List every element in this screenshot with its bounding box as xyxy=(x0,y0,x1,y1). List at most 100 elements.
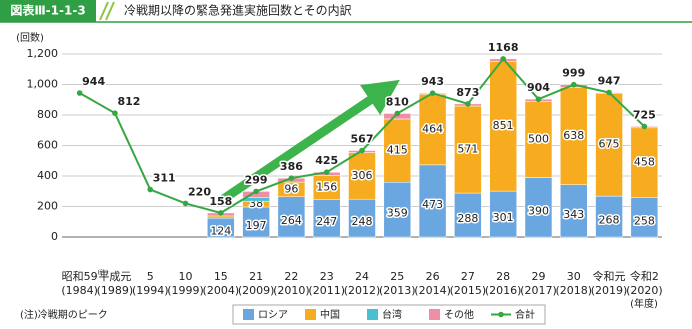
y-tick-label: 600 xyxy=(37,139,58,152)
total-label: 386 xyxy=(280,160,303,173)
bar-segment xyxy=(207,215,235,219)
total-label: 725 xyxy=(633,108,656,121)
value-label: 258 xyxy=(634,214,655,227)
trend-arrow xyxy=(219,79,400,204)
bar-segment xyxy=(489,190,517,238)
value-label: 247 xyxy=(316,215,337,228)
x-tick-label: 26 xyxy=(426,270,440,283)
bar-segment xyxy=(630,197,659,238)
x-tick-sublabel: (2009) xyxy=(238,284,275,297)
x-tick-sublabel: (2012) xyxy=(344,284,381,297)
bar-segment xyxy=(383,182,412,238)
bar-segment xyxy=(348,198,376,238)
x-tick-sublabel: (2015) xyxy=(450,284,487,297)
x-tick-label: 24 xyxy=(355,270,369,283)
footnote: (注)冷戦期のピーク xyxy=(20,308,108,321)
total-point xyxy=(500,56,506,62)
legend-swatch xyxy=(243,309,254,320)
value-label: 301 xyxy=(493,211,514,224)
bar-segment xyxy=(524,177,553,238)
y-tick-label: 1,200 xyxy=(27,47,59,60)
x-tick-sublabel: (2014) xyxy=(414,284,451,297)
total-point xyxy=(182,200,189,207)
total-label: 311 xyxy=(153,172,176,185)
value-label: 500 xyxy=(528,132,549,145)
bar-segment xyxy=(595,92,623,197)
total-label: 999 xyxy=(562,67,585,80)
total-label: 943 xyxy=(421,75,444,88)
figure-label-box xyxy=(0,0,96,22)
total-point xyxy=(359,147,365,154)
bar-segment xyxy=(312,199,341,238)
total-point xyxy=(253,188,259,195)
value-label: 675 xyxy=(599,138,620,151)
value-label: 415 xyxy=(387,144,408,157)
y-tick-label: 400 xyxy=(37,169,58,182)
bar-segment xyxy=(560,87,588,185)
value-label: 96 xyxy=(284,182,298,195)
x-tick-label: 昭和59 xyxy=(62,270,98,283)
x-tick-sublabel: (2018) xyxy=(555,284,592,297)
x-tick-sublabel: (2019) xyxy=(591,284,628,297)
total-label: 873 xyxy=(456,86,479,99)
x-axis-label: (年度) xyxy=(630,297,658,310)
total-point xyxy=(394,110,401,117)
x-tick-sublabel: (1984) xyxy=(61,284,98,297)
legend-swatch xyxy=(498,311,504,318)
x-tick-label: 5 xyxy=(147,270,154,283)
value-label: 343 xyxy=(563,208,584,221)
total-point xyxy=(323,169,330,175)
bar-segment xyxy=(524,101,553,178)
x-tick-label: 25 xyxy=(390,270,404,283)
legend-label: その他 xyxy=(444,308,474,321)
total-point xyxy=(288,175,295,181)
y-axis-label: (回数) xyxy=(16,31,44,44)
value-label: 464 xyxy=(422,122,443,135)
value-label: 571 xyxy=(457,143,478,156)
total-label: 947 xyxy=(598,75,621,88)
value-label: 288 xyxy=(457,212,478,225)
y-tick-label: 0 xyxy=(51,230,58,243)
total-label: 810 xyxy=(386,95,409,108)
value-label: 851 xyxy=(493,119,514,132)
bar-segment xyxy=(454,105,482,194)
x-tick-sublabel: (1994) xyxy=(132,284,169,297)
y-tick-label: 1,000 xyxy=(27,78,59,91)
value-label: 268 xyxy=(599,214,620,227)
total-point xyxy=(641,123,648,130)
x-tick-label: 15 xyxy=(214,270,228,283)
x-tick-sublabel: (1989) xyxy=(97,284,134,297)
value-label: 390 xyxy=(528,204,549,217)
total-point xyxy=(218,210,224,216)
bar-segment xyxy=(418,164,447,238)
bar-segment xyxy=(418,93,447,166)
value-label: 638 xyxy=(563,129,584,142)
x-tick-label: 令和2 xyxy=(630,269,659,283)
x-tick-label: 30 xyxy=(567,270,581,283)
x-tick-sublabel: (2004) xyxy=(203,284,240,297)
x-tick-label: 平成元 xyxy=(98,270,131,283)
total-point xyxy=(570,81,577,88)
legend-label: 合計 xyxy=(515,308,535,321)
bar-segment xyxy=(630,127,659,198)
total-label: 1168 xyxy=(488,41,519,54)
total-label: 567 xyxy=(351,133,374,146)
legend-swatch xyxy=(305,309,316,320)
x-tick-label: 令和元 xyxy=(593,269,626,283)
x-tick-label: 10 xyxy=(179,270,193,283)
bar-segment xyxy=(560,184,588,238)
value-label: 156 xyxy=(316,180,337,193)
total-point xyxy=(429,90,436,96)
x-tick-label: 22 xyxy=(284,270,298,283)
legend-label: ロシア xyxy=(258,310,288,321)
value-label: 197 xyxy=(246,219,267,232)
value-label: 458 xyxy=(634,156,655,169)
x-tick-label: 21 xyxy=(249,270,263,283)
decor-slash xyxy=(99,1,115,21)
total-label: 220 xyxy=(188,185,211,198)
x-tick-sublabel: (2010) xyxy=(273,284,310,297)
bar-segment xyxy=(489,61,517,192)
bar-segment xyxy=(383,118,412,183)
bar-segment xyxy=(242,206,270,238)
